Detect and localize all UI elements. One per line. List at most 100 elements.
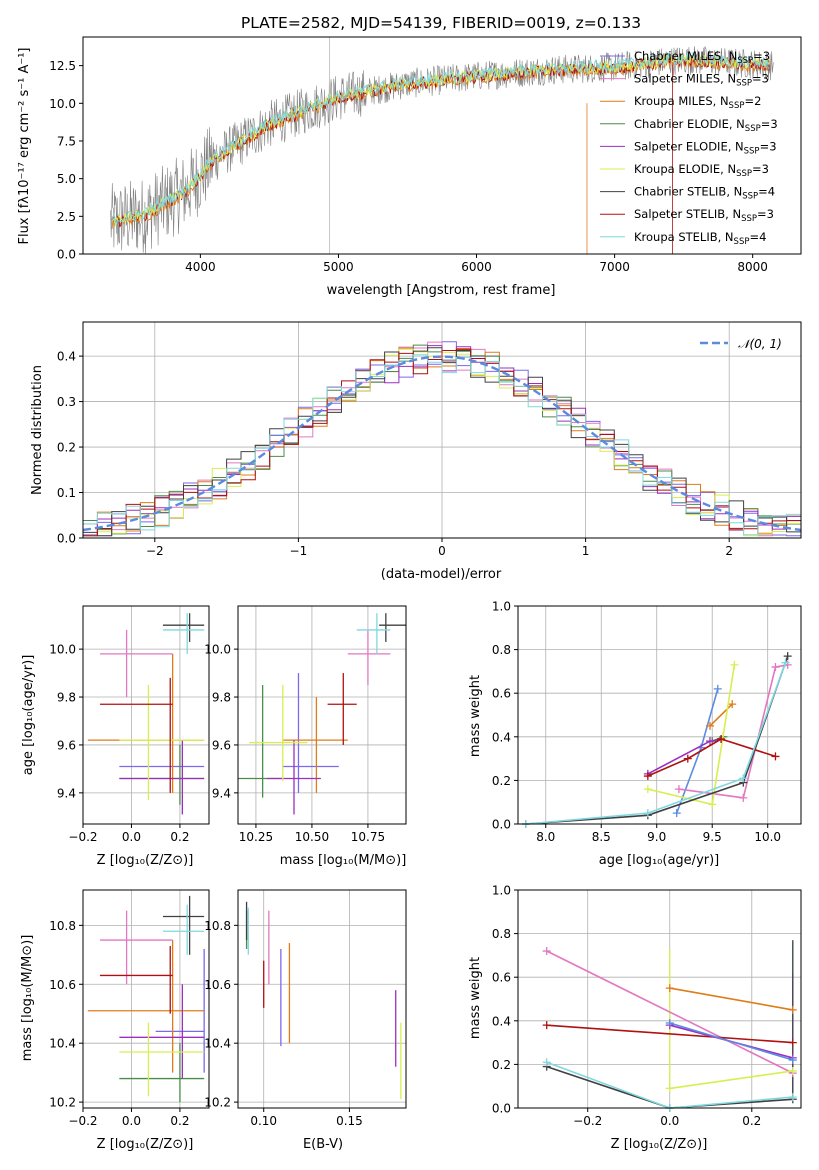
x-tick-label: 0.0 xyxy=(660,1114,679,1128)
weight-marker xyxy=(788,1093,797,1102)
weight-marker xyxy=(708,800,717,809)
y-tick-label: 0.6 xyxy=(492,971,511,985)
residual-panel: (data-model)/error Normed distribution −… xyxy=(30,321,802,582)
weight-marker xyxy=(728,700,737,709)
x-tick-label: 8.0 xyxy=(536,830,555,844)
y-tick-label: 0.1 xyxy=(57,486,76,500)
weight-series-line xyxy=(669,1070,793,1090)
y-tick-label: 0.3 xyxy=(57,395,76,409)
axes-frame xyxy=(237,889,407,1109)
y-tick-label: 10.8 xyxy=(49,919,76,933)
y-tick-label: 1.0 xyxy=(492,600,511,614)
weight-marker xyxy=(542,947,551,956)
y-tick-label: 10.8 xyxy=(204,919,231,933)
axes-frame xyxy=(237,605,407,825)
mass-z-x-label: Z [log₁₀(Z/Z⊙)] xyxy=(97,1137,194,1152)
residual-y-label: Normed distribution xyxy=(30,365,45,495)
age-z-x-label: Z [log₁₀(Z/Z⊙)] xyxy=(97,853,194,868)
weight-marker xyxy=(788,1066,797,1075)
legend-entry: Kroupa ELODIE, NSSP=3 xyxy=(634,162,769,179)
x-tick-label: 8000 xyxy=(737,260,768,274)
y-tick-label: 9.4 xyxy=(57,786,76,800)
weight-marker xyxy=(783,652,792,661)
spectrum-panel: PLATE=2582, MJD=54139, FIBERID=0019, z=0… xyxy=(17,14,802,298)
x-tick-label: 0.15 xyxy=(336,1114,363,1128)
age-vs-metallicity-panel: Z [log₁₀(Z/Z⊙)] age [log₁₀(age/yr)] −0.2… xyxy=(21,605,210,868)
weight-series-line xyxy=(647,738,776,777)
x-tick-label: −2 xyxy=(146,544,164,558)
y-tick-label: 10.4 xyxy=(204,1037,231,1051)
weight-vs-metallicity-panel: Z [log₁₀(Z/Z⊙)] mass weight −0.2 0.0 0.2 0.… xyxy=(468,884,802,1152)
legend-entry: Salpeter MILES, NSSP=3 xyxy=(634,72,769,89)
y-tick-label: 9.8 xyxy=(57,691,76,705)
legend-entry: Salpeter ELODIE, NSSP=3 xyxy=(634,139,777,156)
y-tick-label: 0.0 xyxy=(492,818,511,832)
mass-ebv-x-label: E(B-V) xyxy=(303,1137,343,1152)
y-tick-label: 0.6 xyxy=(492,687,511,701)
y-tick-label: 0.0 xyxy=(57,248,76,262)
axes-frame xyxy=(517,605,802,825)
weight-marker xyxy=(542,1058,551,1067)
x-tick-label: 10.75 xyxy=(351,830,385,844)
y-tick-label: 0.2 xyxy=(57,441,76,455)
age-mass-x-label: mass [log₁₀(M/M⊙)] xyxy=(280,853,407,868)
weight-marker xyxy=(665,1018,674,1027)
x-tick-label: 0.10 xyxy=(250,1114,277,1128)
weight-marker xyxy=(665,1084,674,1093)
y-tick-label: 2.5 xyxy=(57,210,76,224)
axes-frame xyxy=(82,605,210,825)
y-tick-label: 0.0 xyxy=(57,532,76,546)
weight-marker xyxy=(788,1056,797,1065)
y-tick-label: 0.2 xyxy=(492,774,511,788)
weight-marker xyxy=(643,809,652,818)
x-tick-label: 2 xyxy=(725,544,733,558)
x-tick-label: 7000 xyxy=(599,260,630,274)
x-tick-label: −0.2 xyxy=(573,1114,602,1128)
weight-marker xyxy=(643,772,652,781)
weight-marker xyxy=(674,785,683,794)
y-tick-label: 7.5 xyxy=(57,134,76,148)
weight-marker xyxy=(788,1038,797,1047)
legend-entry: Chabrier MILES, NSSP=3 xyxy=(634,49,770,66)
mass-vs-extinction-panel: E(B-V) 0.10 0.15 10.2 10.4 10.6 10.8 xyxy=(204,889,407,1152)
weight-marker xyxy=(683,754,692,763)
legend-entry: Chabrier ELODIE, NSSP=3 xyxy=(634,117,778,134)
y-tick-label: 9.8 xyxy=(212,691,231,705)
spectrum-y-label: Flux [fλ10⁻¹⁷ erg cm⁻² s⁻¹ A⁻¹] xyxy=(17,48,32,245)
y-tick-label: 0.4 xyxy=(492,1014,511,1028)
weight-series-line xyxy=(678,664,788,799)
chart-title: PLATE=2582, MJD=54139, FIBERID=0019, z=0… xyxy=(241,14,641,32)
x-tick-label: 0 xyxy=(438,544,446,558)
y-tick-label: 10.6 xyxy=(49,978,76,992)
weight-marker xyxy=(771,663,780,672)
y-tick-label: 9.6 xyxy=(57,738,76,752)
weight-series-line xyxy=(669,1022,794,1061)
y-tick-label: 12.5 xyxy=(49,59,76,73)
weight-vs-age-panel: age [log₁₀(age/yr)] mass weight 8.0 8.5 9.… xyxy=(468,600,802,868)
y-tick-label: 10.4 xyxy=(49,1037,76,1051)
weight-z-y-label: mass weight xyxy=(468,957,483,1039)
y-tick-label: 9.6 xyxy=(212,738,231,752)
x-tick-label: 5000 xyxy=(323,260,354,274)
y-tick-label: 0.0 xyxy=(492,1102,511,1116)
y-tick-label: 0.4 xyxy=(492,730,511,744)
y-tick-label: 9.4 xyxy=(212,786,231,800)
weight-marker xyxy=(788,1005,797,1014)
weight-marker xyxy=(717,734,726,743)
x-tick-label: −0.2 xyxy=(68,1114,97,1128)
weight-marker xyxy=(705,737,714,746)
x-tick-label: 9.5 xyxy=(703,830,722,844)
legend-entry: Chabrier STELIB, NSSP=4 xyxy=(634,185,775,202)
x-tick-label: 10.50 xyxy=(295,830,329,844)
weight-marker xyxy=(672,809,681,818)
y-tick-label: 0.8 xyxy=(492,927,511,941)
weight-marker xyxy=(739,793,748,802)
y-tick-label: 10.0 xyxy=(204,643,231,657)
weight-marker xyxy=(730,660,739,669)
age-z-y-label: age [log₁₀(age/yr)] xyxy=(21,655,36,776)
x-tick-label: 1 xyxy=(582,544,590,558)
x-tick-label: 0.2 xyxy=(742,1114,761,1128)
model-spectrum xyxy=(111,50,770,226)
axes-frame xyxy=(82,36,802,255)
